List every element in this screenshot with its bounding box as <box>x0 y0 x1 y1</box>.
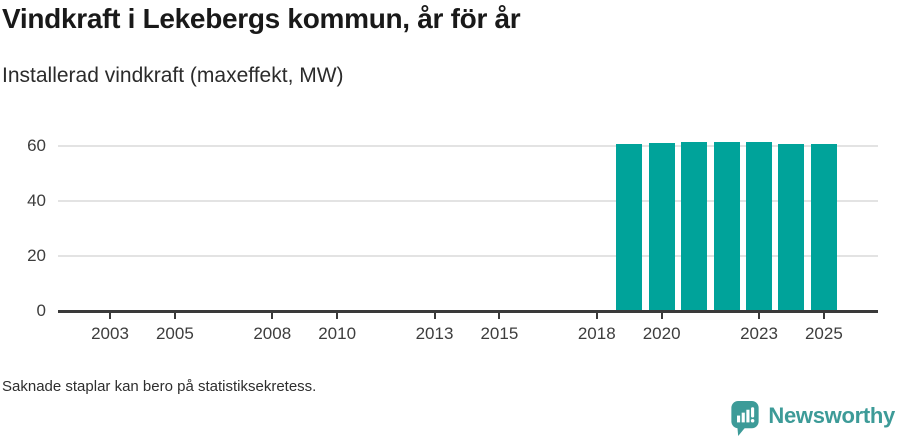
x-tick-2023 <box>758 312 760 319</box>
bar-2022 <box>713 142 740 311</box>
gridline-40 <box>58 200 878 202</box>
y-tick-label-40: 40 <box>27 191 46 210</box>
bar-2019 <box>616 143 643 311</box>
x-tick-2010 <box>336 312 339 319</box>
bar-2024 <box>778 143 805 311</box>
x-tick-label-2020: 2020 <box>642 324 681 343</box>
x-tick-2025 <box>822 312 825 319</box>
x-tick-2003 <box>109 312 111 319</box>
y-tick-label-60: 60 <box>27 136 46 155</box>
footnote: Saknade staplar kan bero på statistiksek… <box>2 378 317 395</box>
x-tick-2005 <box>173 312 176 319</box>
x-tick-2008 <box>271 312 274 319</box>
x-tick-label-2023: 2023 <box>740 324 778 343</box>
bar-2021 <box>681 141 708 311</box>
x-tick-2020 <box>660 312 663 319</box>
x-tick-2015 <box>498 312 501 319</box>
chart-title: Vindkraft i Lekebergs kommun, år för år <box>2 3 521 34</box>
x-tick-2013 <box>433 312 436 319</box>
bar-2025 <box>810 143 837 311</box>
speech-bubble-bar-chart-icon <box>731 400 760 437</box>
chart-subtitle: Installerad vindkraft (maxeffekt, MW) <box>2 64 344 87</box>
x-axis-line <box>58 310 878 313</box>
x-tick-label-2018: 2018 <box>577 324 616 343</box>
gridline-20 <box>58 255 878 257</box>
gridline-60 <box>58 145 878 147</box>
bar-2020 <box>648 143 675 311</box>
newsworthy-wordmark: Newsworthy <box>768 402 895 428</box>
newsworthy-logo: Newsworthy <box>730 400 895 437</box>
x-tick-label-2010: 2010 <box>318 324 357 343</box>
y-tick-label-0: 0 <box>36 301 46 320</box>
x-tick-label-2025: 2025 <box>804 324 843 343</box>
y-tick-label-20: 20 <box>27 246 46 265</box>
x-tick-label-2003: 2003 <box>91 324 129 343</box>
x-tick-label-2008: 2008 <box>253 324 292 343</box>
x-tick-label-2015: 2015 <box>480 324 519 343</box>
bar-2023 <box>746 141 772 311</box>
x-tick-2018 <box>595 312 598 319</box>
x-tick-label-2005: 2005 <box>155 324 194 343</box>
x-tick-label-2013: 2013 <box>415 324 454 343</box>
